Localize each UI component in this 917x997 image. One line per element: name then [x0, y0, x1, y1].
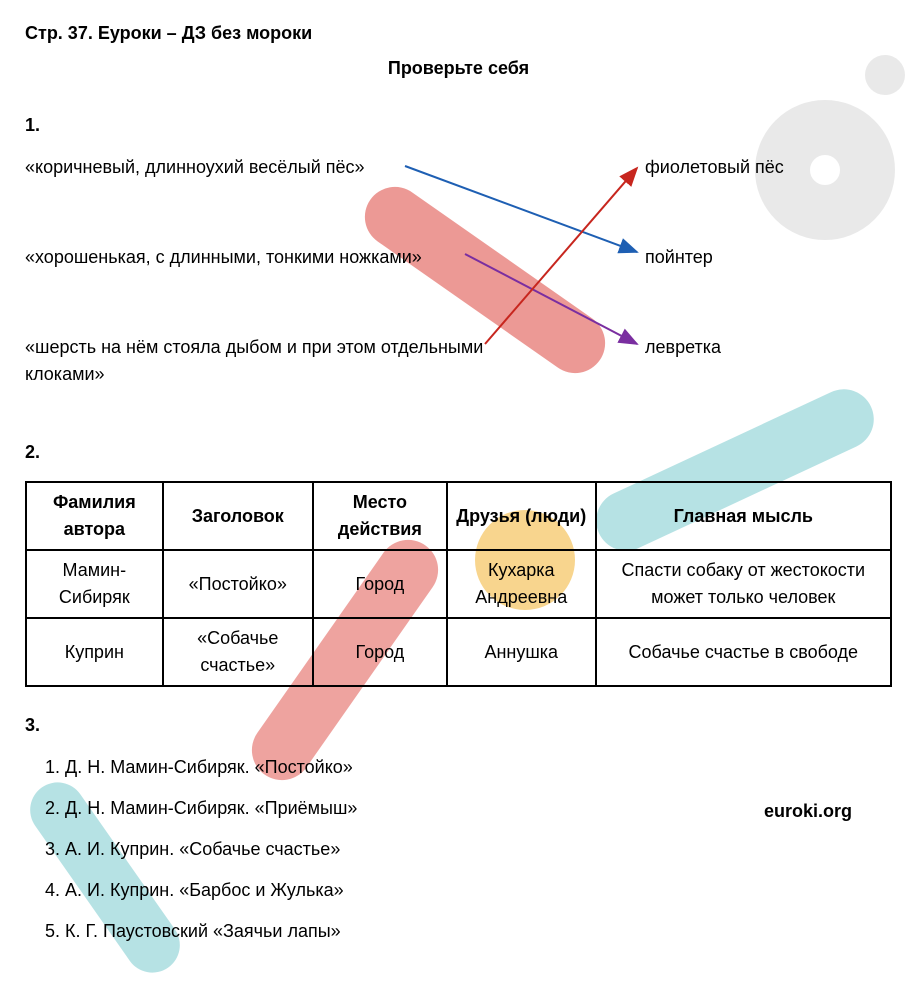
cell: Мамин-Сибиряк — [26, 550, 163, 618]
section-1-number: 1. — [25, 112, 892, 139]
cell: Кухарка Андреевна — [447, 550, 596, 618]
cell: Город — [313, 618, 447, 686]
cell: Город — [313, 550, 447, 618]
table-row: Куприн «Собачье счастье» Город Аннушка С… — [26, 618, 891, 686]
list-item: 4. А. И. Куприн. «Барбос и Жулька» — [45, 877, 892, 904]
col-author: Фамилия автора — [26, 482, 163, 550]
authors-table: Фамилия автора Заголовок Место действия … — [25, 481, 892, 687]
col-friends: Друзья (люди) — [447, 482, 596, 550]
section-3-number: 3. — [25, 712, 892, 739]
list-item: 3. А. И. Куприн. «Собачье счастье» — [45, 836, 892, 863]
list-item: 1. Д. Н. Мамин-Сибиряк. «Постойко» — [45, 754, 892, 781]
match-right-3: левретка — [645, 334, 721, 361]
cell: Спасти собаку от жестокости может только… — [596, 550, 891, 618]
footer-brand: euroki.org — [764, 798, 852, 825]
match-right-2: пойнтер — [645, 244, 713, 271]
cell: Куприн — [26, 618, 163, 686]
table-header-row: Фамилия автора Заголовок Место действия … — [26, 482, 891, 550]
cell: Аннушка — [447, 618, 596, 686]
col-title: Заголовок — [163, 482, 313, 550]
match-left-1: «коричневый, длинноухий весёлый пёс» — [25, 154, 365, 181]
section-2-number: 2. — [25, 439, 892, 466]
arrow-3 — [485, 168, 637, 344]
page-title: Проверьте себя — [25, 55, 892, 82]
matching-exercise: «коричневый, длинноухий весёлый пёс» «хо… — [25, 154, 892, 414]
match-left-3: «шерсть на нём стояла дыбом и при этом о… — [25, 334, 505, 388]
col-idea: Главная мысль — [596, 482, 891, 550]
page-reference: Стр. 37. Еуроки – ДЗ без мороки — [25, 20, 892, 47]
reading-list: 1. Д. Н. Мамин-Сибиряк. «Постойко» 2. Д.… — [25, 754, 892, 945]
arrow-1 — [405, 166, 637, 252]
arrow-2 — [465, 254, 637, 344]
col-place: Место действия — [313, 482, 447, 550]
cell: «Постойко» — [163, 550, 313, 618]
match-left-2: «хорошенькая, с длинными, тонкими ножкам… — [25, 244, 422, 271]
cell: «Собачье счастье» — [163, 618, 313, 686]
cell: Собачье счастье в свободе — [596, 618, 891, 686]
table-row: Мамин-Сибиряк «Постойко» Город Кухарка А… — [26, 550, 891, 618]
match-right-1: фиолетовый пёс — [645, 154, 784, 181]
list-item: 5. К. Г. Паустовский «Заячьи лапы» — [45, 918, 892, 945]
